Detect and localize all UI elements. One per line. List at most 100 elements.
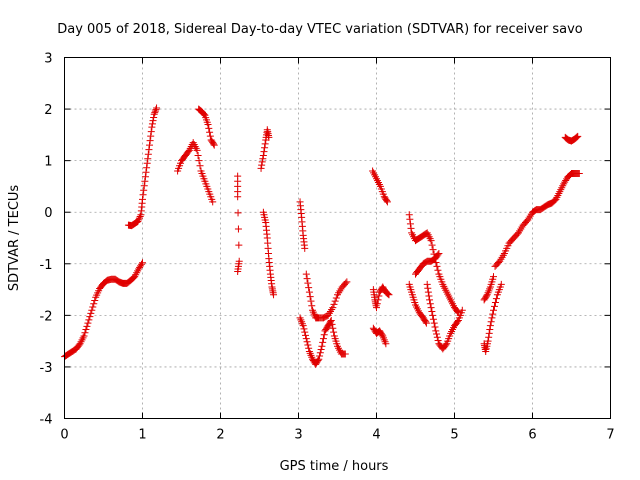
data-points [61, 104, 583, 368]
y-tick-label: -3 [40, 361, 53, 376]
x-tick-label: 3 [294, 428, 302, 443]
data-point [373, 304, 380, 312]
data-point [88, 306, 96, 314]
data-point [147, 128, 155, 136]
x-axis-label: GPS time / hours [280, 459, 389, 474]
data-point [486, 322, 494, 330]
data-point [342, 279, 350, 287]
data-point [261, 144, 269, 152]
data-point [270, 291, 278, 299]
data-point [209, 198, 217, 206]
data-point [343, 278, 351, 286]
data-point [489, 310, 497, 318]
data-point [453, 318, 461, 326]
data-point [139, 259, 146, 267]
data-point [427, 237, 435, 245]
data-point [303, 338, 311, 346]
x-tick-label: 4 [372, 428, 380, 443]
data-point [485, 333, 493, 341]
x-tick-label: 5 [450, 428, 458, 443]
y-tick-label: 0 [44, 206, 52, 221]
data-point [301, 328, 309, 336]
data-point [196, 162, 204, 170]
data-point [382, 340, 390, 348]
data-point [574, 132, 582, 140]
data-point [80, 332, 88, 340]
data-point [305, 344, 313, 352]
data-point [85, 316, 93, 324]
data-point [259, 155, 267, 163]
y-tick-label: 2 [44, 103, 52, 118]
chart-title: Day 005 of 2018, Sidereal Day-to-day VTE… [57, 22, 583, 37]
data-point [430, 319, 438, 327]
data-point [426, 300, 434, 308]
data-point [301, 244, 309, 252]
data-point [431, 323, 439, 331]
data-point [81, 329, 89, 337]
data-point [200, 110, 208, 118]
data-point [341, 350, 349, 358]
data-point [138, 260, 146, 268]
data-point [153, 104, 161, 112]
data-point [234, 193, 242, 201]
data-point [145, 146, 153, 154]
data-point [488, 314, 496, 322]
data-point [484, 337, 492, 345]
data-point [146, 137, 154, 145]
x-tick-label: 6 [528, 428, 536, 443]
data-point [235, 241, 243, 249]
data-point [298, 318, 306, 326]
data-point [307, 297, 315, 305]
data-point [383, 197, 391, 205]
data-point [304, 341, 312, 349]
data-point [152, 106, 160, 114]
data-point [572, 134, 580, 142]
data-point [205, 124, 213, 132]
data-point [316, 352, 324, 360]
data-point [302, 270, 310, 278]
data-point [331, 297, 339, 305]
data-point [314, 356, 322, 364]
x-tick-label: 1 [138, 428, 146, 443]
data-point [83, 322, 91, 330]
data-point [383, 289, 391, 297]
grid-lines [64, 57, 611, 419]
data-point [422, 318, 430, 326]
data-point [302, 331, 310, 339]
data-point [305, 284, 313, 292]
data-point [86, 313, 94, 321]
data-point [490, 273, 497, 281]
data-point [141, 177, 149, 185]
data-point [209, 140, 217, 148]
data-point [385, 291, 393, 299]
data-point [490, 306, 497, 314]
data-point [148, 120, 156, 128]
data-point [482, 292, 490, 300]
data-point [424, 284, 432, 292]
y-tick-label: -1 [40, 258, 53, 273]
y-tick-label: -4 [40, 413, 53, 428]
data-point [234, 268, 242, 276]
data-point [258, 161, 266, 169]
data-point [89, 303, 97, 311]
data-point [384, 290, 392, 298]
data-point [147, 132, 155, 140]
plot-frame [64, 57, 611, 419]
data-point [427, 304, 435, 312]
data-point [234, 225, 242, 233]
data-point [428, 307, 436, 315]
data-point [316, 349, 324, 357]
data-point [378, 331, 386, 339]
data-point [424, 288, 432, 296]
y-axis-label: SDTVAR / TECUs [7, 185, 22, 292]
data-point [234, 209, 242, 217]
data-point [330, 328, 338, 336]
data-point [206, 132, 214, 140]
data-point [319, 335, 327, 343]
data-point [194, 151, 202, 159]
axis-ticks: 0 1 2 3 4 5 6 7 -4 -3 -2 -1 0 1 2 3 [40, 52, 615, 443]
data-point [306, 293, 314, 301]
data-point [300, 325, 308, 333]
data-point [434, 251, 442, 259]
